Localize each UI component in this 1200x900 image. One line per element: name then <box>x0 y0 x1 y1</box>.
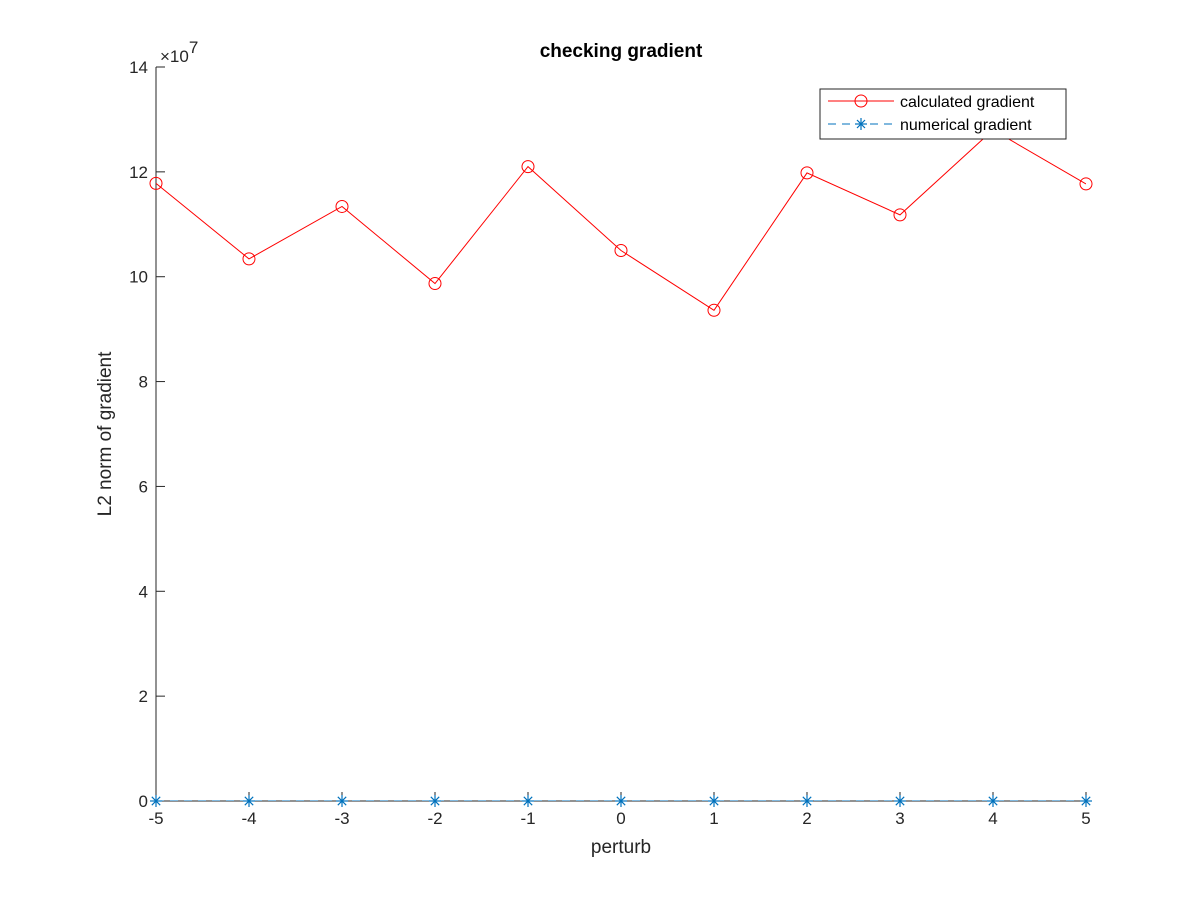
legend-label-numerical: numerical gradient <box>900 117 1032 134</box>
y-tick-label: 4 <box>139 582 148 601</box>
data-point-numerical <box>615 795 627 807</box>
data-point-calculated <box>149 176 163 190</box>
data-point-calculated <box>1079 177 1093 191</box>
x-tick-label: 5 <box>1081 809 1090 828</box>
x-tick-label: 3 <box>895 809 904 828</box>
legend-box <box>819 88 1067 140</box>
data-point-calculated <box>428 277 442 291</box>
x-tick-label: -1 <box>520 809 535 828</box>
legend: calculated gradient numerical gradient <box>819 88 1067 140</box>
x-tick-label: -2 <box>427 809 442 828</box>
data-point-numerical <box>429 795 441 807</box>
data-point-calculated <box>893 208 907 222</box>
y-tick-label: 6 <box>139 477 148 496</box>
data-point-numerical <box>522 795 534 807</box>
data-point-numerical <box>708 795 720 807</box>
x-axis-label: perturb <box>591 837 651 858</box>
y-tick-label: 8 <box>139 373 148 392</box>
data-point-numerical <box>894 795 906 807</box>
data-point-numerical <box>987 795 999 807</box>
y-axis-label: L2 norm of gradient <box>95 351 116 516</box>
markers-layer <box>149 123 1093 807</box>
data-point-numerical <box>336 795 348 807</box>
data-point-calculated <box>800 166 814 180</box>
y-tick-label: 2 <box>139 687 148 706</box>
data-point-calculated <box>614 244 628 257</box>
y-tick-label: 12 <box>129 163 148 182</box>
chart-title: checking gradient <box>540 41 703 62</box>
y-exponent-power: 7 <box>189 38 198 57</box>
x-tick-label: -5 <box>148 809 163 828</box>
legend-marker-calculated <box>854 94 868 108</box>
data-point-numerical <box>801 795 813 807</box>
data-point-numerical <box>1080 795 1092 807</box>
data-point-numerical <box>243 795 255 807</box>
x-tick-label: -3 <box>334 809 349 828</box>
y-tick-label: 0 <box>139 792 148 811</box>
x-tick-label: 2 <box>802 809 811 828</box>
x-ticks: -5 -4 -3 -2 -1 0 1 2 3 4 5 <box>148 792 1091 828</box>
data-point-calculated <box>242 252 256 266</box>
data-point-calculated <box>707 303 721 317</box>
y-exponent-base: ×10 <box>160 47 189 66</box>
y-ticks: 0 2 4 6 8 10 12 14 <box>129 58 165 811</box>
data-point-calculated <box>335 199 349 213</box>
x-tick-label: 0 <box>616 809 625 828</box>
x-tick-label: 1 <box>709 809 718 828</box>
y-exponent-label: ×107 <box>160 38 198 66</box>
series-layer <box>156 129 1086 801</box>
data-point-calculated <box>521 160 535 174</box>
series-line-calculated <box>156 129 1086 311</box>
x-tick-label: -4 <box>241 809 256 828</box>
y-tick-label: 14 <box>129 58 148 77</box>
legend-label-calculated: calculated gradient <box>900 94 1035 111</box>
x-tick-label: 4 <box>988 809 997 828</box>
data-point-numerical <box>150 795 162 807</box>
legend-marker-numerical <box>855 118 867 130</box>
y-tick-label: 10 <box>129 268 148 287</box>
